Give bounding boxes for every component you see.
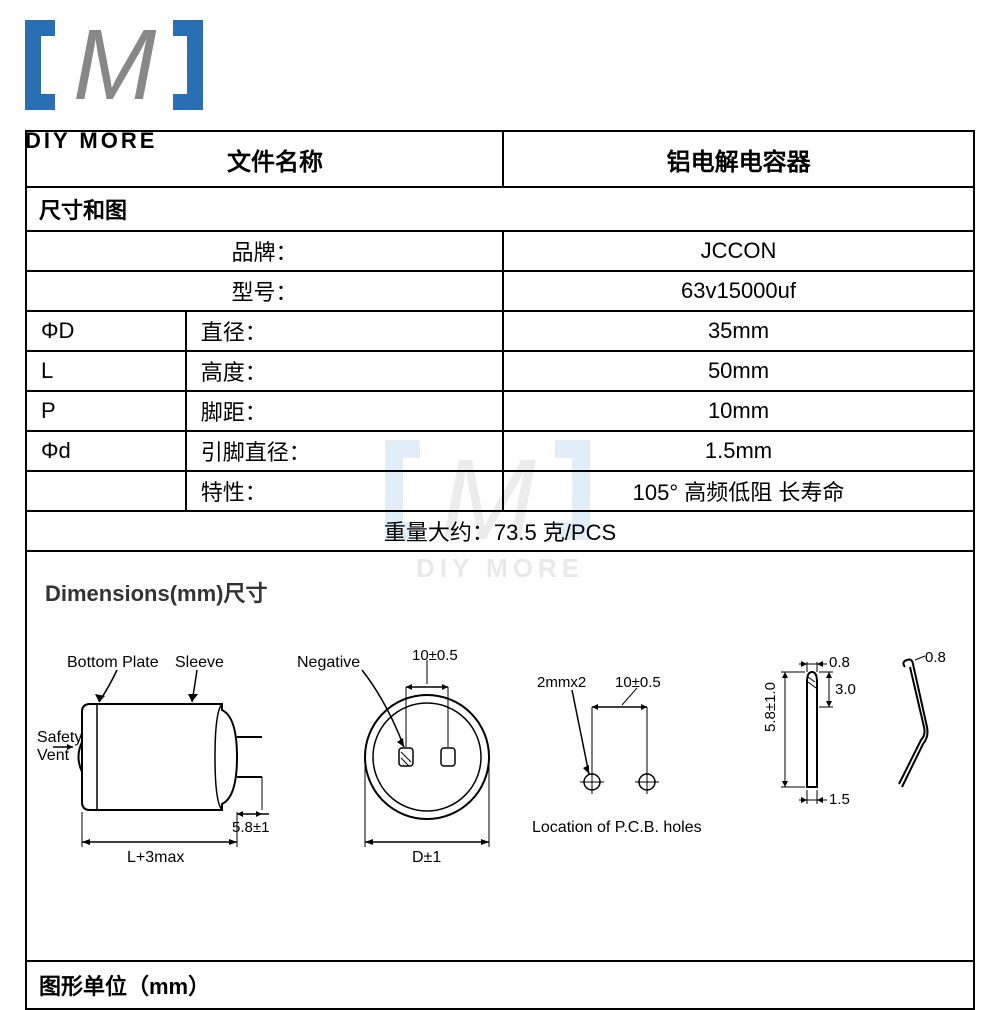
pitch-label: 脚距： bbox=[187, 392, 504, 430]
label-negative: Negative bbox=[297, 654, 360, 671]
spec-row-weight: 重量大约：73.5 克/PCS bbox=[27, 512, 973, 552]
diameter-value: 35mm bbox=[504, 312, 973, 350]
logo-bracket-right bbox=[173, 20, 203, 110]
lead-dia-label: 引脚直径： bbox=[187, 432, 504, 470]
label-safety: Safety bbox=[37, 729, 82, 746]
spec-row-brand: 品牌： JCCON bbox=[27, 232, 973, 272]
label-tol4: 10±0.5 bbox=[615, 674, 661, 691]
header-filename-label: 文件名称 bbox=[27, 132, 504, 186]
section-header: 尺寸和图 bbox=[27, 188, 973, 232]
pitch-value: 10mm bbox=[504, 392, 973, 430]
diameter-symbol: ΦD bbox=[27, 312, 187, 350]
diagram-section: Dimensions(mm)尺寸 Bottom Plate Sleeve bbox=[27, 552, 973, 962]
model-value: 63v15000uf bbox=[504, 272, 973, 310]
label-2mm: 2mmx2 bbox=[537, 674, 586, 691]
diameter-label: 直径： bbox=[187, 312, 504, 350]
height-label: 高度： bbox=[187, 352, 504, 390]
lead-pin-bent: 0.8 bbox=[899, 649, 946, 787]
label-30: 3.0 bbox=[835, 681, 856, 698]
diagram-title: Dimensions(mm)尺寸 bbox=[45, 576, 267, 608]
brand-value: JCCON bbox=[504, 232, 973, 270]
height-value: 50mm bbox=[504, 352, 973, 390]
spec-row-diameter: ΦD 直径： 35mm bbox=[27, 312, 973, 352]
height-symbol: L bbox=[27, 352, 187, 390]
weight-value: 重量大约：73.5 克/PCS bbox=[27, 512, 973, 550]
header-row: 文件名称 铝电解电容器 bbox=[27, 132, 973, 188]
dimensions-diagram: Bottom Plate Sleeve Safety Vent L+3max bbox=[37, 632, 962, 952]
label-58: 5.8±1.0 bbox=[762, 682, 779, 732]
label-15: 1.5 bbox=[829, 791, 850, 808]
feature-label: 特性： bbox=[187, 472, 504, 510]
lead-pin-straight: 0.8 3.0 5.8±1.0 bbox=[762, 654, 856, 808]
footer-label: 图形单位（mm） bbox=[27, 962, 973, 1008]
label-bottom-plate: Bottom Plate bbox=[67, 654, 159, 671]
label-vent: Vent bbox=[37, 747, 70, 764]
label-sleeve: Sleeve bbox=[175, 654, 224, 671]
spec-row-pitch: P 脚距： 10mm bbox=[27, 392, 973, 432]
footer-row: 图形单位（mm） bbox=[27, 962, 973, 1008]
spec-sheet: 文件名称 铝电解电容器 尺寸和图 品牌： JCCON 型号： 63v15000u… bbox=[25, 130, 975, 1010]
label-pcb: Location of P.C.B. holes bbox=[532, 819, 702, 836]
pcb-holes-view: 2mmx2 10±0.5 Location of P.C.B. holes bbox=[532, 674, 702, 836]
feature-blank bbox=[27, 472, 187, 510]
brand-label: 品牌： bbox=[27, 232, 504, 270]
lead-dia-symbol: Φd bbox=[27, 432, 187, 470]
spec-row-model: 型号： 63v15000uf bbox=[27, 272, 973, 312]
bottom-view: Negative 10±0.5 D±1 bbox=[297, 647, 489, 866]
label-tol2: 10±0.5 bbox=[412, 647, 458, 664]
label-08b: 0.8 bbox=[925, 649, 946, 666]
lead-dia-value: 1.5mm bbox=[504, 432, 973, 470]
logo-m-glyph: M bbox=[73, 20, 156, 110]
logo-bracket-left bbox=[25, 20, 55, 110]
model-label: 型号： bbox=[27, 272, 504, 310]
pitch-symbol: P bbox=[27, 392, 187, 430]
feature-value: 105° 高频低阻 长寿命 bbox=[504, 472, 973, 510]
label-l3max: L+3max bbox=[127, 849, 184, 866]
label-tol1: 5.8±1 bbox=[232, 819, 269, 836]
side-view: Bottom Plate Sleeve Safety Vent L+3max bbox=[37, 654, 269, 866]
label-08: 0.8 bbox=[829, 654, 850, 671]
label-dtol: D±1 bbox=[412, 849, 441, 866]
header-product-name: 铝电解电容器 bbox=[504, 132, 973, 186]
spec-row-height: L 高度： 50mm bbox=[27, 352, 973, 392]
section-title: 尺寸和图 bbox=[27, 188, 973, 230]
spec-row-feature: 特性： 105° 高频低阻 长寿命 bbox=[27, 472, 973, 512]
spec-row-lead-dia: Φd 引脚直径： 1.5mm bbox=[27, 432, 973, 472]
